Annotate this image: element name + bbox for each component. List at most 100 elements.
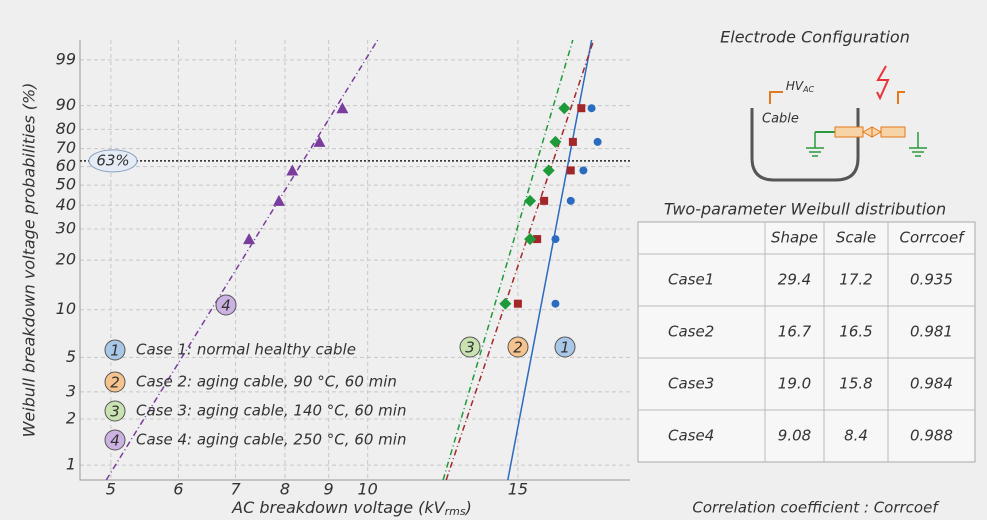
badge <box>104 339 126 361</box>
data-point <box>272 194 285 206</box>
badge <box>215 294 237 316</box>
x-label-sub: rms <box>445 505 466 518</box>
electrode <box>880 126 906 138</box>
hv-text: HV <box>786 79 804 93</box>
table-title: Two-parameter Weibull distribution <box>664 200 946 219</box>
badge-label: 1 <box>560 339 570 357</box>
fit-lines <box>105 40 595 480</box>
y-tick-label: 5 <box>66 347 76 366</box>
y-tick-label: 3 <box>66 381 76 400</box>
badge-label: 1 <box>110 342 120 360</box>
x-label-end: ) <box>465 498 472 517</box>
badge-label: 4 <box>110 432 120 450</box>
table <box>637 221 976 463</box>
data-point <box>577 104 586 113</box>
data-point <box>540 196 549 205</box>
table-header: Corrcoef <box>900 229 967 247</box>
y-tick-label: 30 <box>56 219 76 238</box>
table-cell: 16.7 <box>778 323 812 341</box>
gap <box>861 126 883 138</box>
data-point <box>566 196 575 205</box>
y-tick-label: 1 <box>66 455 76 474</box>
y-tick-label: 90 <box>56 95 76 114</box>
data-point <box>587 104 596 113</box>
data-point <box>524 194 537 207</box>
ground <box>806 132 927 157</box>
badge-label: 3 <box>110 403 120 421</box>
data-point <box>524 233 537 246</box>
legend-label: Case 3: aging cable, 140 °C, 60 min <box>136 402 406 420</box>
x-axis-label: AC breakdown voltage (kVrms) <box>231 498 472 519</box>
table-header: Scale <box>836 229 876 247</box>
y-axis-label: Weibull breakdown voltage probabilities … <box>20 83 39 438</box>
data-point <box>579 166 588 175</box>
badge-label: 2 <box>513 339 523 357</box>
badge <box>104 371 126 393</box>
hv-label: HVAC <box>786 79 815 94</box>
x-label-text: AC breakdown voltage (kV <box>231 498 445 517</box>
badge-label: 3 <box>465 339 475 357</box>
y-tick-label: 40 <box>56 195 76 214</box>
y-tick-label: 99 <box>56 49 76 68</box>
data-point <box>336 102 349 114</box>
table-row-label: Case4 <box>668 427 714 445</box>
data-point <box>558 102 571 115</box>
reference-label: 63% <box>96 151 129 169</box>
electrode-diagram: HVAC Cable <box>750 65 927 182</box>
x-tick-label: 6 <box>173 480 183 499</box>
electrode <box>834 126 864 138</box>
badge <box>554 336 576 358</box>
table-cell: 29.4 <box>778 271 811 289</box>
data-point <box>549 135 562 148</box>
fit-line <box>442 40 574 480</box>
table-cell: 16.5 <box>839 323 872 341</box>
data-point <box>593 137 602 146</box>
badge-label: 2 <box>110 374 120 392</box>
hv-wire <box>769 91 905 104</box>
data-point <box>499 297 512 310</box>
table-row-label: Case1 <box>668 271 714 289</box>
hv-sub: AC <box>802 85 814 94</box>
y-tick-label: 2 <box>66 408 76 427</box>
cable-label: Cable <box>762 112 799 127</box>
data-point <box>286 164 299 176</box>
table-row-label: Case3 <box>668 375 714 393</box>
data-point <box>551 299 560 308</box>
legend-label: Case 4: aging cable, 250 °C, 60 min <box>136 431 406 449</box>
y-tick-label: 50 <box>56 175 76 194</box>
diagram-title: Electrode Configuration <box>720 28 910 47</box>
lightning <box>876 65 890 101</box>
y-tick-label: 80 <box>56 119 76 138</box>
reference-badge <box>88 149 138 173</box>
cable-vessel <box>750 108 860 182</box>
table-row-label: Case2 <box>668 323 714 341</box>
table-cell: 0.935 <box>910 271 953 289</box>
x-tick-label: 7 <box>230 480 241 499</box>
data-point <box>313 135 326 147</box>
table-cell: 8.4 <box>844 427 868 445</box>
badge <box>507 336 529 358</box>
data-point <box>243 233 256 245</box>
table-cell: 15.8 <box>839 375 872 393</box>
badge <box>104 429 126 451</box>
x-tick-label: 10 <box>358 480 378 499</box>
badge <box>459 336 481 358</box>
table-cell: 0.981 <box>910 323 953 341</box>
badge-label: 4 <box>221 297 231 315</box>
x-tick-label: 15 <box>508 480 528 499</box>
data-point <box>533 235 542 244</box>
table-cell: 9.08 <box>778 427 811 445</box>
y-tick-label: 60 <box>56 156 76 175</box>
fit-line <box>105 40 379 480</box>
badge <box>104 400 126 422</box>
legend-label: Case 1: normal healthy cable <box>136 341 356 359</box>
table-cell: 0.984 <box>910 375 953 393</box>
y-tick-label: 10 <box>56 299 76 318</box>
table-cell: 19.0 <box>778 375 811 393</box>
data-point <box>551 235 560 244</box>
table-header: Shape <box>771 229 818 247</box>
x-tick-label: 9 <box>324 480 334 499</box>
fit-line <box>445 40 595 480</box>
fit-line <box>507 40 593 480</box>
